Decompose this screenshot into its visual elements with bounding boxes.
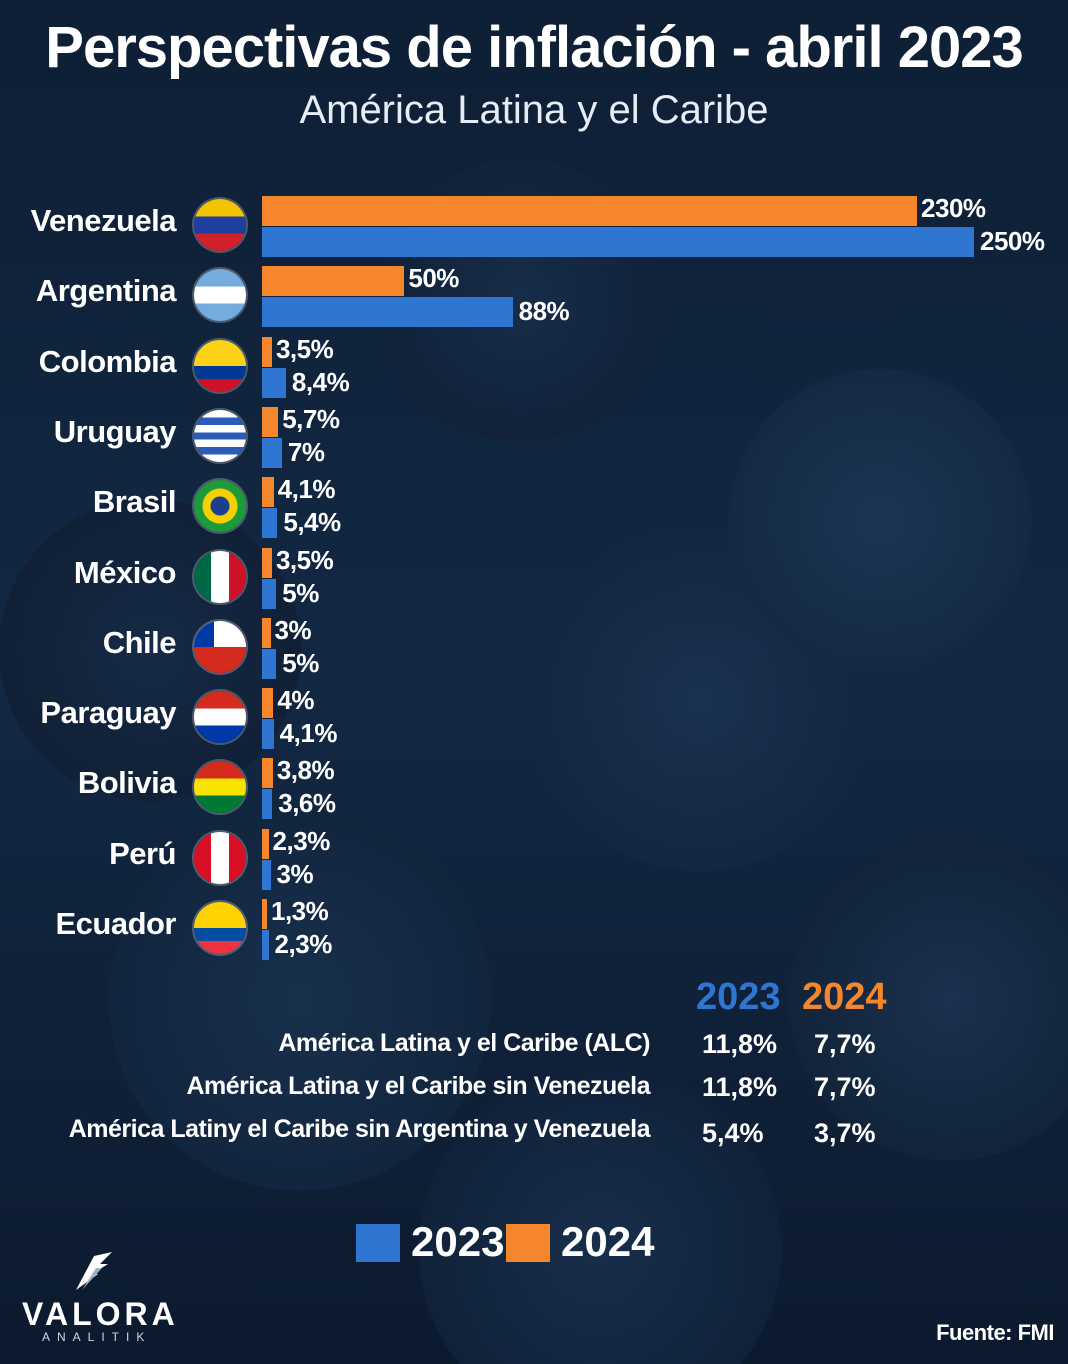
legend-label-2023: 2023	[411, 1218, 505, 1265]
bar-2023	[262, 859, 271, 890]
value-label-2024: 5,7%	[282, 403, 340, 434]
country-label: Paraguay	[40, 695, 176, 731]
country-label: Chile	[102, 624, 177, 660]
legend-label-2024: 2024	[561, 1218, 655, 1265]
bar-2024	[262, 828, 269, 859]
paraguay-flag-icon	[194, 691, 246, 744]
value-label-2024: 2,3%	[272, 825, 331, 856]
bar-2024	[262, 266, 405, 297]
value-label-2023: 4,1%	[279, 718, 338, 749]
bar-2023	[262, 297, 513, 328]
country-label: Perú	[109, 835, 176, 871]
bar-2023	[262, 648, 277, 679]
legend-swatch-2023	[356, 1224, 400, 1262]
country-label: Venezuela	[30, 203, 177, 238]
summary-row-label: América Latina y el Caribe sin Venezuela	[186, 1072, 650, 1100]
bolivia-flag-icon	[194, 761, 246, 814]
value-label-2023: 88%	[518, 296, 570, 327]
summary-header-2023: 2023	[696, 976, 781, 1018]
mexico-flag-icon	[194, 550, 246, 603]
value-label-2023: 5%	[282, 577, 319, 608]
value-label-2024: 4,1%	[277, 474, 336, 505]
value-label-2023: 8,4%	[291, 366, 350, 397]
value-label-2024: 3,8%	[276, 755, 335, 786]
country-label: México	[73, 554, 177, 590]
summary-row-value-2024: 7,7%	[814, 1029, 876, 1059]
country-label: Brasil	[92, 484, 177, 520]
value-label-2023: 3,6%	[278, 788, 336, 819]
bar-2023	[262, 719, 274, 750]
bar-2023	[262, 789, 273, 820]
value-label-2023: 5,4%	[283, 507, 341, 538]
value-label-2023: 250%	[980, 226, 1045, 256]
country-label: Colombia	[38, 343, 177, 379]
value-label-2024: 3,5%	[275, 333, 334, 364]
bar-2024	[262, 758, 273, 789]
value-label-2023: 2,3%	[274, 929, 333, 959]
bar-2024	[262, 899, 267, 929]
bar-2023	[262, 367, 286, 398]
summary-header-2024: 2024	[802, 976, 887, 1018]
valora-bird-logo-icon	[76, 1252, 112, 1290]
summary-row-value-2023: 11,8%	[702, 1029, 778, 1059]
peru-flag-icon	[194, 831, 246, 884]
value-label-2023: 7%	[287, 436, 325, 467]
country-label: Uruguay	[53, 413, 177, 449]
value-label-2024: 4%	[277, 685, 314, 716]
bar-2023	[262, 578, 277, 609]
page-subtitle: América Latina y el Caribe	[299, 88, 769, 132]
bar-2023	[262, 437, 282, 468]
ecuador-flag-icon	[194, 902, 246, 954]
bar-2023	[262, 508, 278, 539]
bar-2024	[262, 477, 274, 508]
uruguay-flag-icon	[194, 409, 246, 462]
bar-2023	[262, 930, 269, 960]
bar-2024	[262, 336, 272, 367]
page-title: Perspectivas de inflación - abril 2023	[45, 15, 1023, 80]
colombia-flag-icon	[194, 339, 246, 392]
value-label-2024: 230%	[921, 193, 986, 223]
country-label: Ecuador	[55, 906, 176, 941]
country-label: Bolivia	[77, 765, 177, 801]
summary-row-value-2023: 11,8%	[702, 1072, 778, 1102]
summary-row-value-2024: 7,7%	[814, 1072, 876, 1102]
summary-row-label: América Latina y el Caribe (ALC)	[278, 1029, 650, 1057]
summary-row-value-2024: 3,7%	[814, 1118, 876, 1148]
bar-2023	[262, 227, 974, 257]
source-note: Fuente: FMI	[936, 1320, 1054, 1345]
value-label-2023: 3%	[276, 858, 314, 889]
value-label-2024: 3,5%	[275, 544, 334, 575]
bar-2024	[262, 617, 271, 648]
logo-subtitle: ANALITIK	[42, 1330, 152, 1344]
argentina-flag-icon	[194, 269, 246, 322]
chile-flag-icon	[194, 620, 246, 673]
summary-row-value-2023: 5,4%	[702, 1118, 764, 1148]
bar-2024	[262, 547, 272, 578]
bar-2024	[262, 406, 279, 437]
bar-2024	[262, 196, 918, 226]
legend-swatch-2024	[506, 1224, 550, 1262]
value-label-2023: 5%	[282, 647, 319, 678]
value-label-2024: 1,3%	[271, 896, 329, 926]
bar-2024	[262, 688, 274, 719]
brasil-flag-icon	[194, 480, 246, 533]
country-label: Argentina	[35, 273, 177, 309]
venezuela-flag-icon	[194, 199, 246, 251]
logo-name: VALORA	[22, 1296, 179, 1332]
value-label-2024: 3%	[274, 614, 312, 645]
value-label-2024: 50%	[408, 263, 459, 294]
summary-row-label: América Latiny el Caribe sin Argentina y…	[68, 1115, 651, 1143]
